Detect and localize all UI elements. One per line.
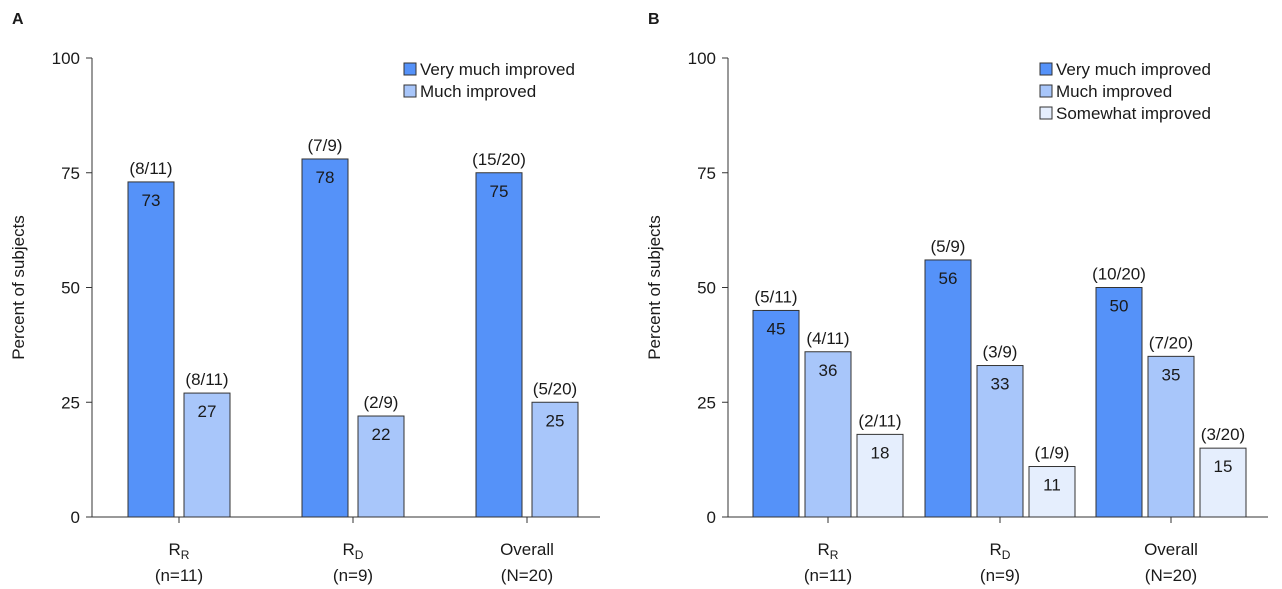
bar-fraction-label: (4/11): [806, 329, 849, 348]
y-tick-label: 75: [697, 164, 716, 183]
legend-label: Very much improved: [1056, 60, 1211, 79]
legend-swatch: [1039, 106, 1053, 120]
y-tick-label: 50: [61, 279, 80, 298]
bar-fraction-label: (2/9): [364, 393, 399, 412]
bar-value-label: 11: [1043, 476, 1061, 495]
bar: [924, 259, 972, 518]
bar-value-label: 35: [1162, 365, 1181, 384]
category-sample-size: (n=11): [804, 566, 852, 585]
x-tick-label: RR: [818, 540, 839, 562]
bar-value-label: 78: [316, 168, 335, 187]
bar-fraction-label: (5/9): [931, 237, 966, 256]
bar-value-label: 18: [871, 443, 890, 462]
legend: Very much improved Much improved Somewhat …: [1039, 60, 1211, 123]
y-tick-label: 0: [71, 508, 80, 527]
category-main: R: [169, 540, 181, 559]
bar-value-label: 45: [767, 319, 786, 338]
bar-fraction-label: (3/20): [1201, 425, 1245, 444]
x-tick-label: Overall: [500, 540, 554, 559]
category-subscript: D: [355, 548, 364, 562]
bar: [357, 415, 405, 518]
bar: [183, 392, 231, 518]
bar-fraction-label: (2/11): [858, 411, 901, 430]
bar-value-label: 25: [546, 411, 565, 430]
bar-value-label: 75: [490, 182, 509, 201]
category-subscript: R: [830, 548, 839, 562]
bar-fraction-label: (5/20): [533, 379, 577, 398]
bar-fraction-label: (3/9): [983, 343, 1018, 362]
bar: [475, 172, 523, 518]
legend-label: Very much improved: [420, 60, 575, 79]
y-tick-label: 25: [61, 393, 80, 412]
legend-swatch: [1039, 62, 1053, 76]
x-tick-label: RD: [990, 540, 1011, 562]
bar-value-label: 15: [1214, 457, 1233, 476]
legend-swatch: [403, 62, 417, 76]
legend-label: Much improved: [420, 82, 536, 101]
bar-value-label: 33: [991, 375, 1010, 394]
y-tick-label: 25: [697, 393, 716, 412]
bar-fraction-label: (7/20): [1149, 333, 1193, 352]
legend: Very much improved Much improved: [403, 60, 575, 101]
x-tick-label: RD: [343, 540, 364, 562]
panel-label: A: [12, 11, 24, 28]
bar: [752, 309, 800, 518]
bar: [1028, 466, 1076, 518]
category-sample-size: (N=20): [501, 566, 553, 585]
bar-value-label: 73: [142, 191, 161, 210]
bar-fraction-label: (8/11): [185, 370, 228, 389]
bar-fraction-label: (1/9): [1035, 444, 1070, 463]
bar-value-label: 36: [819, 361, 838, 380]
category-main: Overall: [1144, 540, 1198, 559]
y-tick-label: 50: [697, 279, 716, 298]
category-sample-size: (n=9): [980, 566, 1020, 585]
bar: [301, 158, 349, 518]
category-subscript: D: [1002, 548, 1011, 562]
bar: [1147, 355, 1195, 518]
y-tick-label: 75: [61, 164, 80, 183]
x-tick-label: RR: [169, 540, 190, 562]
y-tick-label: 100: [52, 49, 80, 68]
bar: [856, 433, 904, 518]
legend-label: Much improved: [1056, 82, 1172, 101]
legend-swatch: [1039, 84, 1053, 98]
bar: [1199, 447, 1247, 518]
y-tick-label: 0: [707, 508, 716, 527]
bar-fraction-label: (7/9): [308, 136, 343, 155]
y-axis-label: Percent of subjects: [645, 215, 664, 360]
category-main: Overall: [500, 540, 554, 559]
bar-fraction-label: (8/11): [129, 159, 172, 178]
legend-swatch: [403, 84, 417, 98]
y-axis-label: Percent of subjects: [9, 215, 28, 360]
bar-fraction-label: (10/20): [1092, 265, 1146, 284]
x-tick-label: Overall: [1144, 540, 1198, 559]
category-sample-size: (n=9): [333, 566, 373, 585]
category-sample-size: (n=11): [155, 566, 203, 585]
bar: [976, 365, 1024, 518]
category-sample-size: (N=20): [1145, 566, 1197, 585]
bar-value-label: 50: [1110, 297, 1129, 316]
legend-label: Somewhat improved: [1056, 104, 1211, 123]
category-main: R: [343, 540, 355, 559]
category-main: R: [990, 540, 1002, 559]
bar: [804, 351, 852, 518]
bar: [1095, 287, 1143, 518]
panel-label: B: [648, 11, 660, 28]
y-tick-label: 100: [688, 49, 716, 68]
bar-value-label: 56: [939, 269, 958, 288]
category-subscript: R: [181, 548, 190, 562]
bar-fraction-label: (5/11): [754, 287, 797, 306]
bar-fraction-label: (15/20): [472, 150, 526, 169]
category-main: R: [818, 540, 830, 559]
bar-value-label: 27: [198, 402, 217, 421]
bar: [127, 181, 175, 518]
bar-value-label: 22: [372, 425, 391, 444]
bar: [531, 401, 579, 518]
